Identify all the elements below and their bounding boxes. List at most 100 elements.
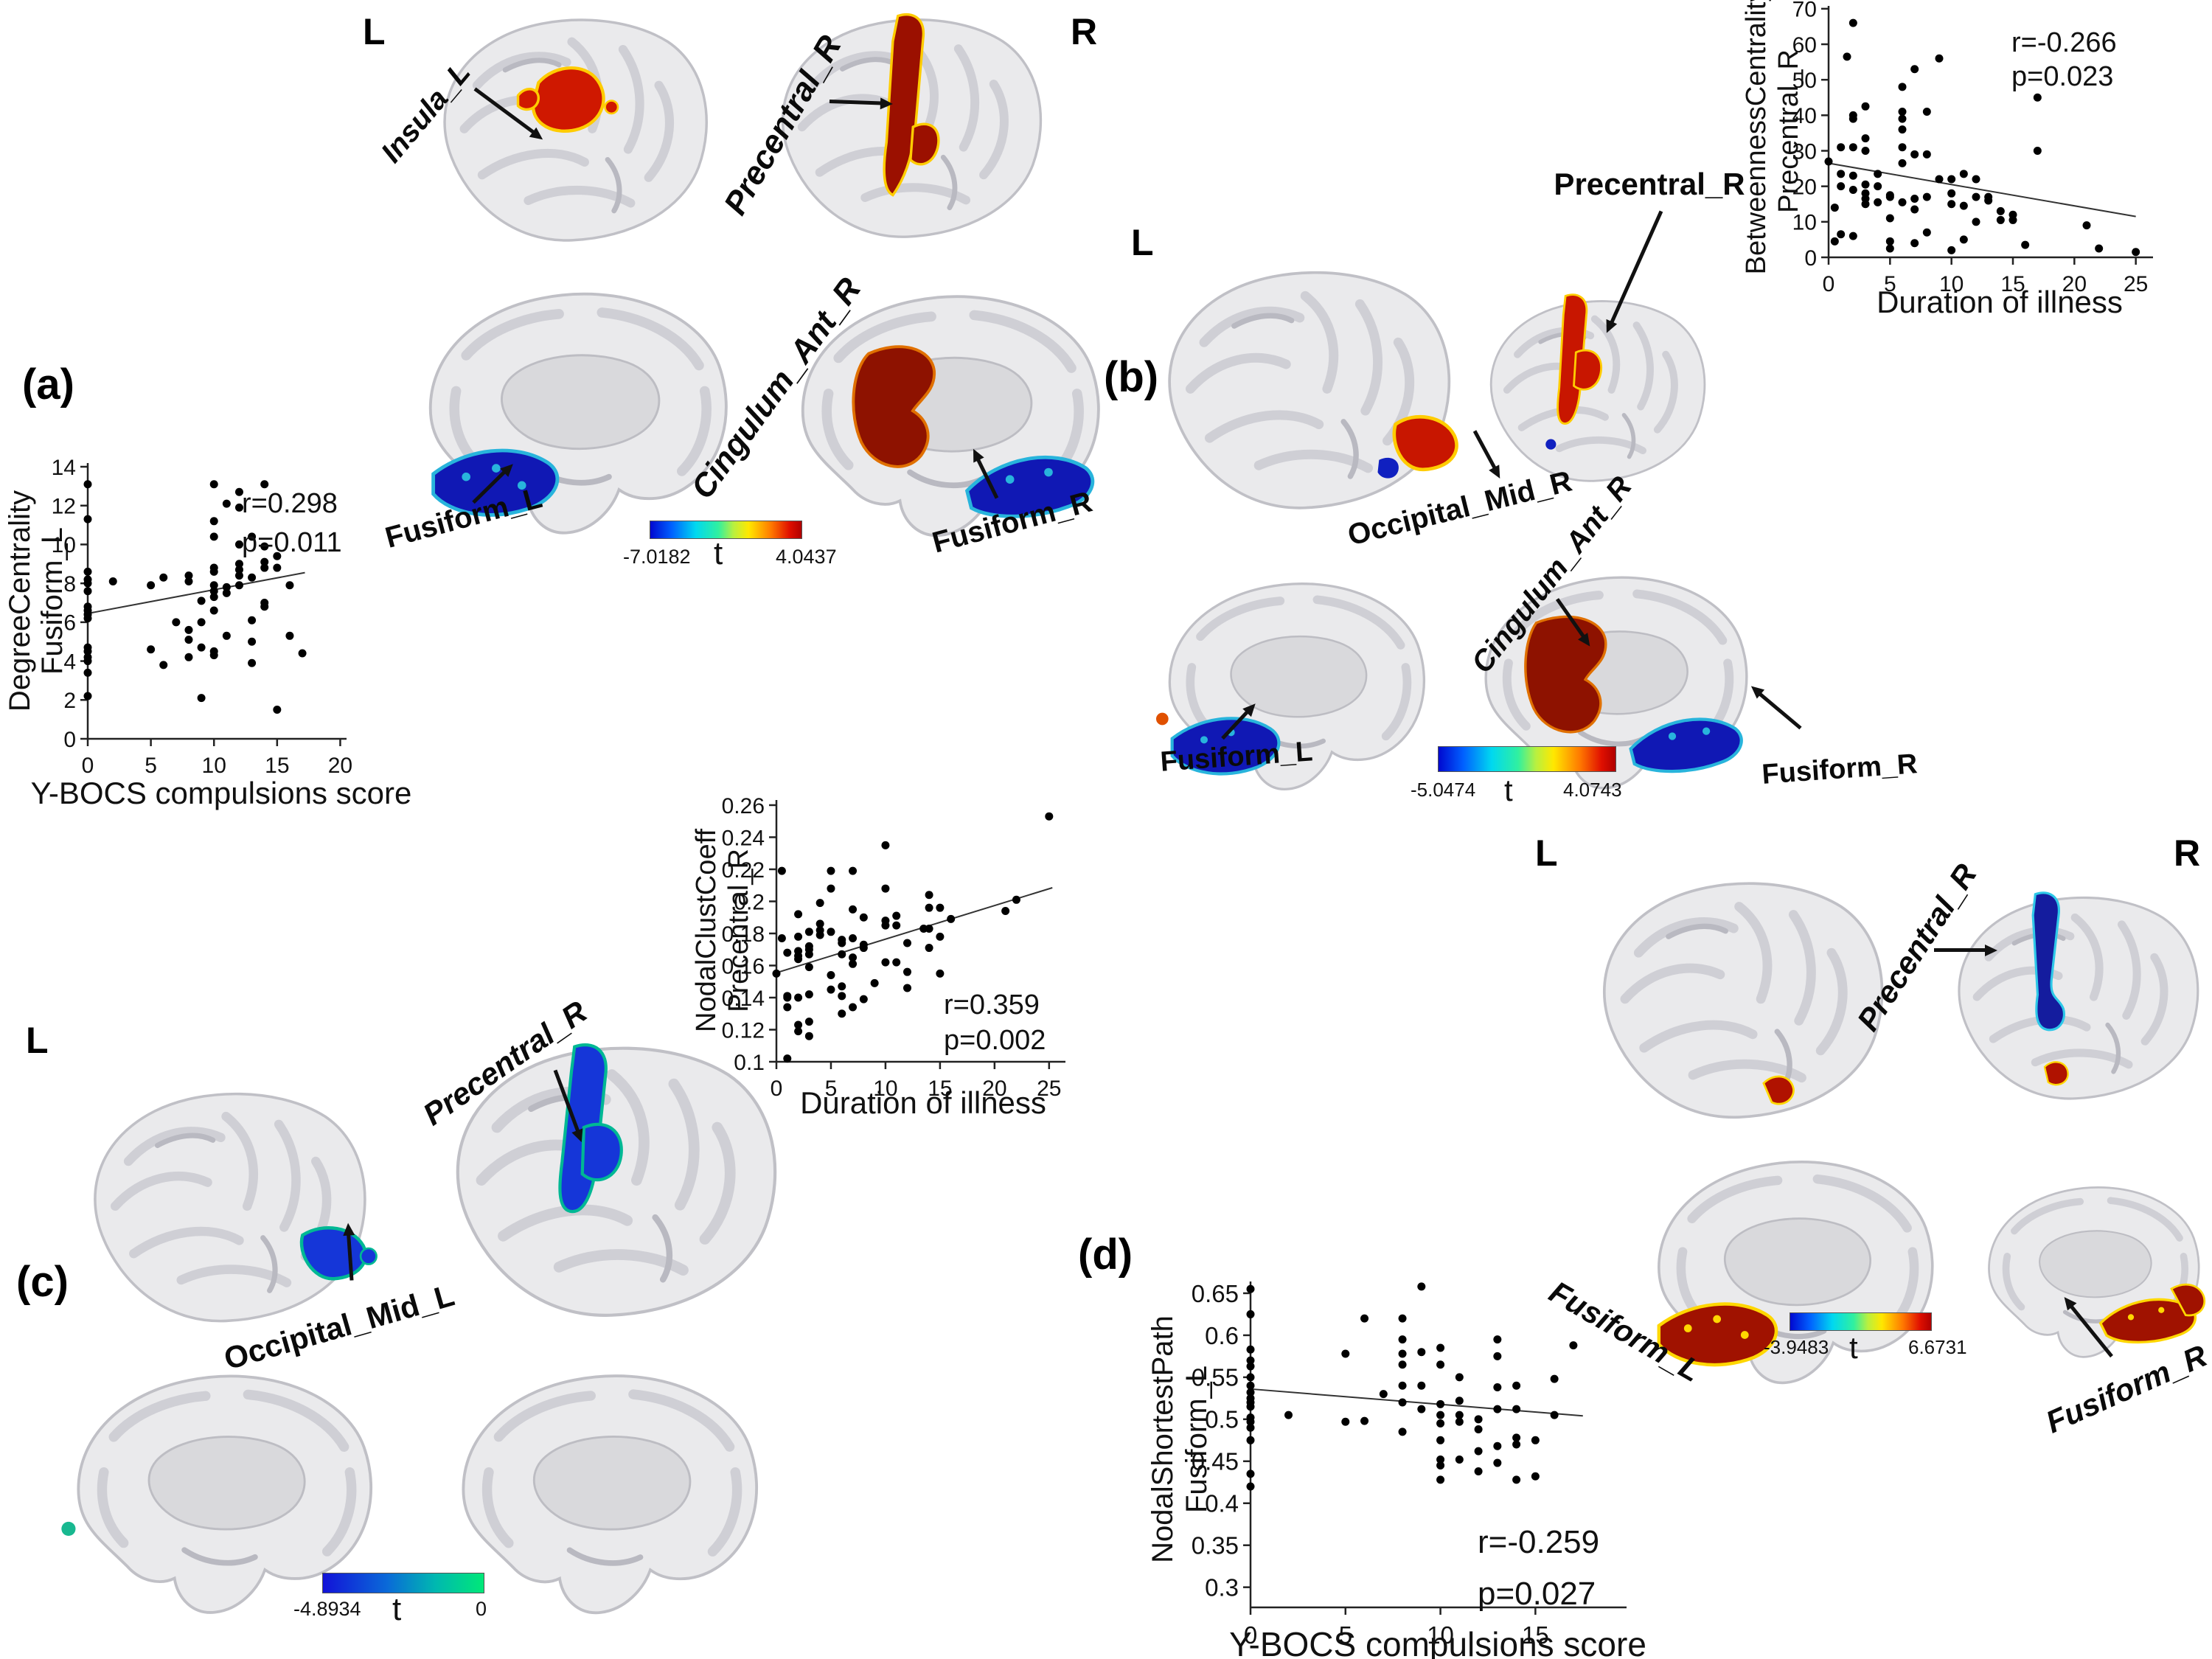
scatter-point bbox=[1885, 214, 1894, 223]
scatter-point bbox=[1246, 1482, 1255, 1491]
scatter-point bbox=[1045, 812, 1054, 821]
scatter-point bbox=[1874, 198, 1882, 206]
colorbar-d-t: t bbox=[1849, 1330, 1858, 1365]
scatter-point bbox=[234, 487, 243, 496]
scatter-point bbox=[936, 969, 945, 978]
colorbar-a-max: 4.0437 bbox=[776, 546, 837, 568]
scatter-point bbox=[859, 940, 868, 949]
y-tick-label: 20 bbox=[1792, 175, 1817, 199]
scatter-point bbox=[83, 515, 92, 524]
y-axis-title-c: NodalClustCoeff bbox=[691, 829, 722, 1032]
scatter-point bbox=[881, 917, 890, 925]
colorbar-d bbox=[1790, 1312, 1932, 1331]
scatter-point bbox=[1959, 170, 1968, 178]
x-tick-label: 15 bbox=[265, 754, 289, 778]
scatter-point bbox=[1569, 1341, 1578, 1350]
scatter-point bbox=[83, 602, 92, 611]
scatter-point bbox=[147, 581, 156, 590]
y-tick-label: 70 bbox=[1792, 0, 1817, 22]
scatter-point bbox=[1972, 175, 1980, 184]
scatter-point bbox=[1843, 52, 1851, 61]
scatter-point bbox=[838, 950, 846, 959]
scatter-point bbox=[849, 866, 858, 875]
scatter-point bbox=[1417, 1381, 1426, 1390]
scatter-point bbox=[234, 581, 243, 590]
scatter-point bbox=[197, 618, 206, 627]
scatter-point bbox=[1246, 1413, 1255, 1422]
scatter-point bbox=[248, 573, 257, 582]
y-tick-label: 0.3 bbox=[1205, 1574, 1239, 1601]
scatter-point bbox=[159, 573, 168, 582]
scatter-point bbox=[83, 579, 92, 588]
scatter-point bbox=[794, 993, 803, 1002]
region-speck-teal bbox=[61, 1521, 76, 1536]
y-axis-title-b: BetweennessCentrality bbox=[1741, 0, 1772, 274]
scatter-point bbox=[881, 921, 890, 930]
scatter-point bbox=[209, 532, 218, 541]
scatter-point bbox=[1474, 1467, 1483, 1475]
scatter-point bbox=[870, 978, 879, 987]
scatter-point bbox=[1436, 1399, 1445, 1408]
scatter-point bbox=[1885, 192, 1894, 201]
scatter-point bbox=[838, 936, 846, 945]
scatter-point bbox=[1493, 1441, 1502, 1450]
scatter-point bbox=[1861, 189, 1870, 198]
scatter-point bbox=[838, 982, 846, 991]
region-precentral-r-b bbox=[1557, 293, 1588, 425]
scatter-point bbox=[83, 657, 92, 666]
panel-b-letter: (b) bbox=[1104, 353, 1159, 401]
panel-b-hemi-left: L bbox=[1131, 222, 1154, 263]
scatter-point bbox=[1874, 182, 1882, 191]
scatter-point bbox=[260, 602, 269, 611]
scatter-point bbox=[1436, 1455, 1445, 1464]
scatter-point bbox=[285, 581, 294, 590]
x-axis-title-c: Duration of illness bbox=[800, 1085, 1046, 1120]
fit-line-c bbox=[776, 887, 1053, 974]
scatter-point bbox=[298, 649, 307, 658]
scatter-point bbox=[159, 661, 168, 669]
brain-c-medial-left bbox=[61, 1359, 389, 1628]
scatter-point bbox=[83, 587, 92, 596]
scatter-point bbox=[892, 911, 901, 920]
scatter-point bbox=[1246, 1436, 1255, 1444]
y-tick-label: 0.2 bbox=[734, 890, 765, 914]
brain-b-lateral-left bbox=[1138, 257, 1458, 518]
scatter-point bbox=[1417, 1348, 1426, 1357]
scatter-point bbox=[783, 993, 792, 1002]
panel-c-hemi-left: L bbox=[26, 1020, 49, 1061]
y-tick-label: 0 bbox=[1804, 246, 1817, 271]
scatter-point bbox=[804, 963, 813, 972]
scatter-point bbox=[222, 631, 231, 640]
y-tick-label: 2 bbox=[63, 689, 76, 713]
scatter-point bbox=[248, 532, 257, 541]
colorbar-c-max: 0 bbox=[476, 1598, 487, 1620]
scatter-point bbox=[1246, 1310, 1255, 1318]
scatter-point bbox=[1436, 1461, 1445, 1470]
region-fusiform-r-d bbox=[2098, 1298, 2197, 1344]
scatter-point bbox=[260, 599, 269, 608]
scatter-point bbox=[849, 959, 858, 968]
colorbar-c-min: -4.8934 bbox=[293, 1598, 361, 1620]
scatter-point bbox=[1910, 239, 1919, 248]
scatter-point bbox=[1922, 192, 1931, 201]
scatter-point bbox=[1455, 1397, 1464, 1405]
scatter-point bbox=[1436, 1419, 1445, 1428]
scatter-point bbox=[1284, 1411, 1293, 1419]
y-tick-label: 0.4 bbox=[1205, 1490, 1239, 1517]
scatter-point bbox=[1996, 206, 2005, 215]
scatter-point bbox=[1861, 195, 1870, 204]
x-tick-label: 25 bbox=[1037, 1077, 1061, 1101]
scatter-point bbox=[209, 593, 218, 602]
scatter-point bbox=[903, 967, 912, 976]
x-tick-label: 10 bbox=[202, 754, 226, 778]
scatter-point bbox=[1848, 232, 1857, 240]
scatter-point bbox=[815, 931, 824, 939]
scatter-point bbox=[1455, 1455, 1464, 1464]
scatter-point bbox=[2082, 221, 2091, 230]
scatter-point bbox=[1398, 1427, 1407, 1436]
scatter-point bbox=[1436, 1360, 1445, 1369]
scatter-point bbox=[1474, 1415, 1483, 1424]
brain-d-medial-left bbox=[1632, 1130, 1950, 1413]
scatter-point bbox=[919, 924, 928, 933]
colorbar-a-t: t bbox=[714, 535, 723, 571]
